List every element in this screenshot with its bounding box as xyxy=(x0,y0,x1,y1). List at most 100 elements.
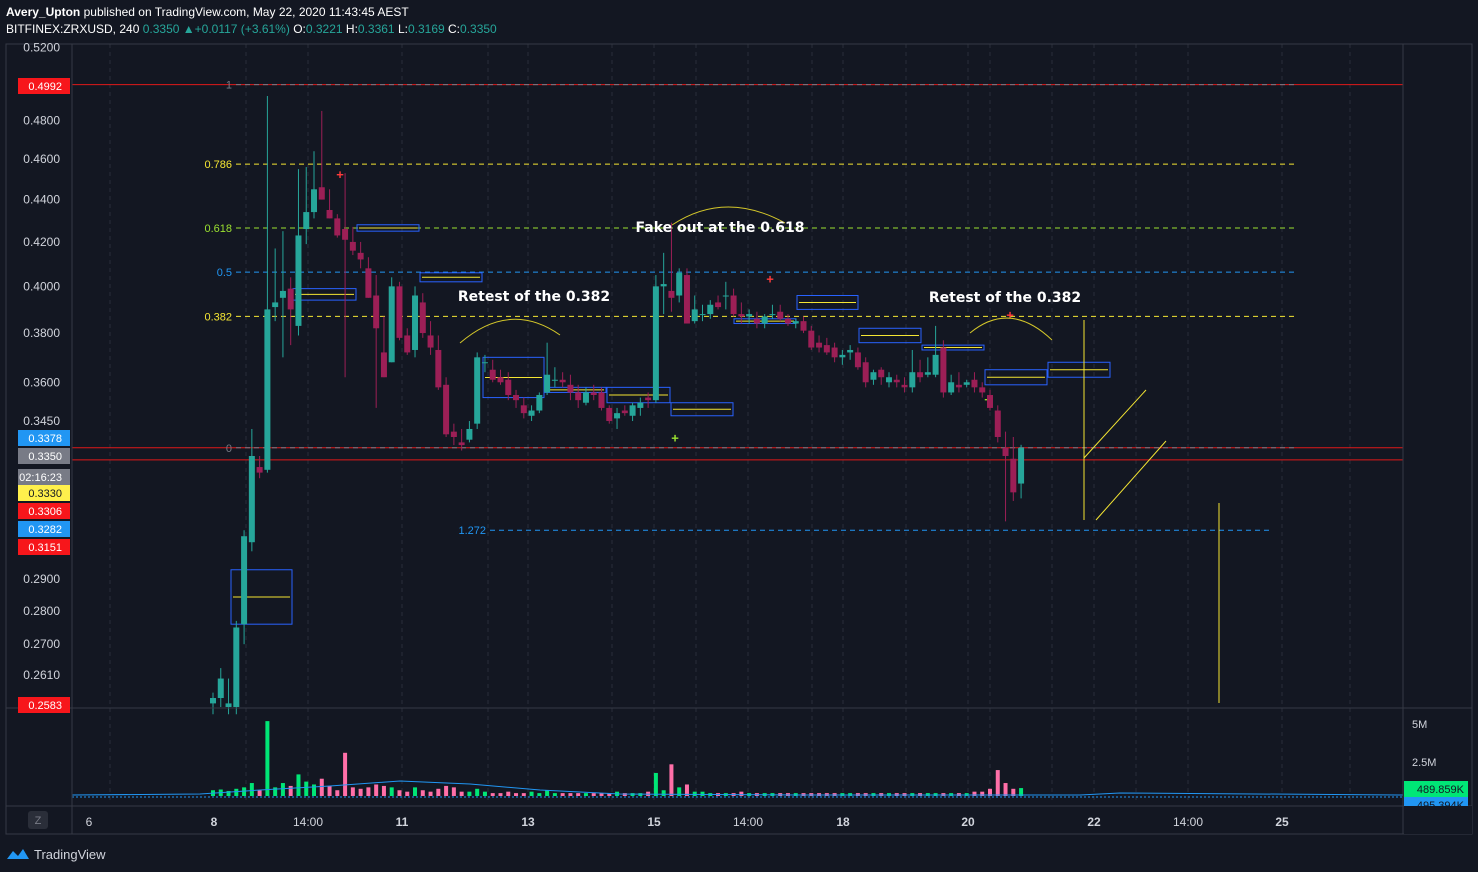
volume-bar xyxy=(358,788,363,796)
volume-bar xyxy=(1011,788,1016,796)
x-tick-label: 11 xyxy=(396,815,409,829)
candle-body xyxy=(380,352,387,378)
volume-bar xyxy=(327,785,332,796)
volume-bar xyxy=(583,793,588,796)
volume-bar xyxy=(545,790,550,796)
y-tick-label: 0.2900 xyxy=(23,572,60,586)
time-axis-corner xyxy=(1404,806,1472,834)
volume-bar xyxy=(413,787,418,796)
volume-bar xyxy=(622,793,627,796)
candle-body xyxy=(1002,447,1009,456)
open-value: 0.3221 xyxy=(305,22,343,36)
y-tick-label: 0.4200 xyxy=(23,235,60,249)
candle-body xyxy=(334,218,341,236)
candle-body xyxy=(256,467,263,473)
candle-body xyxy=(489,369,496,380)
volume-bar xyxy=(1019,788,1024,796)
candle-body xyxy=(963,382,970,385)
price-badge-label: 0.4992 xyxy=(28,81,62,93)
candle-body xyxy=(582,392,589,403)
x-tick-label: 15 xyxy=(647,815,661,829)
x-tick-label: 6 xyxy=(86,815,93,829)
candle-body xyxy=(1018,447,1025,484)
fib-level-label: 0 xyxy=(226,443,232,455)
price-badge-label: 0.3350 xyxy=(28,451,62,463)
candle-body xyxy=(513,395,520,401)
candle-body xyxy=(940,347,947,393)
candle-body xyxy=(233,627,240,707)
volume-bar xyxy=(280,783,285,796)
candle-body xyxy=(567,384,574,393)
x-tick-label: 14:00 xyxy=(293,815,323,829)
volume-bar xyxy=(475,788,480,796)
high-value: 0.3361 xyxy=(357,22,395,36)
volume-bar xyxy=(980,791,985,796)
y-tick-label: 0.5200 xyxy=(23,40,60,54)
price-badge-label: 0.3378 xyxy=(28,433,62,445)
author-name[interactable]: Avery_Upton xyxy=(6,5,81,19)
arc-annotation xyxy=(671,206,786,226)
candle-body xyxy=(979,387,986,393)
y-tick-label: 0.2610 xyxy=(23,668,60,682)
candle-body xyxy=(738,314,745,317)
volume-bar xyxy=(506,791,511,796)
candle-body xyxy=(365,268,372,298)
volume-bar xyxy=(265,721,270,796)
y-tick-label: 0.3600 xyxy=(23,375,60,389)
candle-body xyxy=(987,395,993,408)
candle-body xyxy=(854,352,861,368)
volume-bar xyxy=(529,791,534,796)
candle-body xyxy=(839,354,846,358)
signal-plus-icon: + xyxy=(1006,307,1014,322)
price-badge xyxy=(18,503,70,519)
price-badges: 0.4992 0.3378 0.3350 02:16:23 0.3330 0.3306 0.… xyxy=(18,78,1472,834)
candle-body xyxy=(497,377,504,383)
volume-bar xyxy=(459,791,464,796)
candle-body xyxy=(373,295,380,329)
tradingview-brand[interactable]: TradingView xyxy=(34,846,106,862)
range-box xyxy=(921,344,985,351)
price-badge xyxy=(18,697,70,713)
last-price: 0.3350 xyxy=(142,22,180,36)
volume-badge xyxy=(1404,781,1468,797)
x-tick-label: 22 xyxy=(1087,815,1101,829)
candle-body xyxy=(559,379,566,383)
candle-body xyxy=(862,362,869,383)
candle-body xyxy=(621,410,628,414)
candle-body xyxy=(606,407,613,422)
volume-bar xyxy=(972,791,977,796)
candle-body xyxy=(528,410,535,416)
candle-body xyxy=(652,286,659,401)
volume-bar xyxy=(684,784,689,796)
volume-bar xyxy=(389,787,394,796)
volume-bar xyxy=(700,791,705,796)
symbol-name[interactable]: BITFINEX:ZRXUSD, 240 xyxy=(6,22,140,36)
candle-body xyxy=(241,536,248,625)
chart-grid xyxy=(109,44,1351,804)
candle-body xyxy=(769,314,776,316)
candle-body xyxy=(955,384,962,388)
close-value: 0.3350 xyxy=(460,22,497,36)
volume-bar xyxy=(296,774,301,796)
range-box xyxy=(858,327,922,344)
candle-body xyxy=(1010,458,1017,493)
y-tick-label: 0.3800 xyxy=(23,326,60,340)
volume-bar xyxy=(537,793,542,796)
range-box xyxy=(796,295,859,310)
volume-bar xyxy=(350,787,355,796)
volume-bar xyxy=(692,791,697,796)
candle-body xyxy=(598,392,605,408)
price-badge-label: 0.3151 xyxy=(28,542,62,554)
volume-bar xyxy=(381,785,386,796)
volume-bar xyxy=(988,788,992,796)
candle-body xyxy=(388,286,395,363)
close-label: C: xyxy=(448,22,461,36)
candle-body xyxy=(520,405,527,414)
candle-body xyxy=(683,275,690,324)
price-badge-label: 0.3306 xyxy=(28,506,62,518)
chart-header: Avery_Upton published on TradingView.com… xyxy=(6,4,1472,44)
price-badge xyxy=(18,485,70,501)
volume-bar xyxy=(428,791,433,796)
